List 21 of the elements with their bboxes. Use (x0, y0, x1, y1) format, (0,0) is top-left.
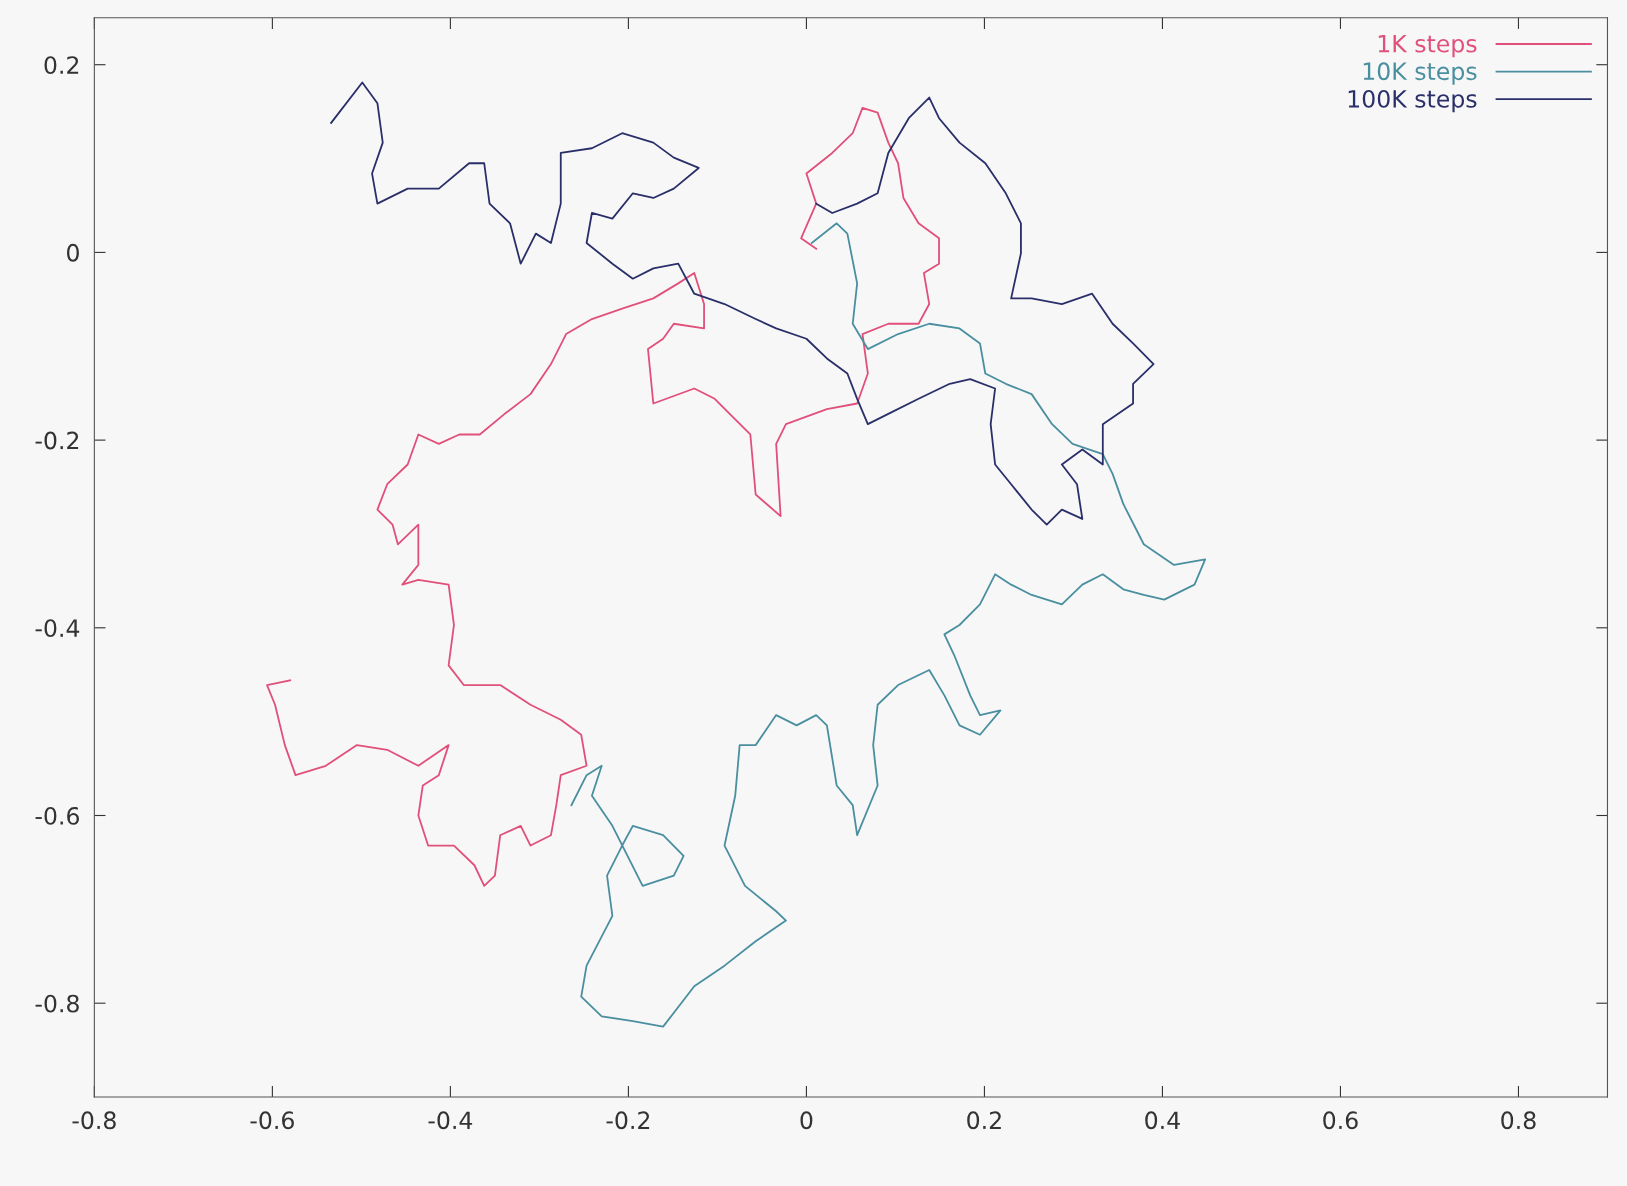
y-tick-label: -0.2 (35, 431, 79, 450)
x-tick-label: 0 (800, 1111, 813, 1130)
y-tick-label: -0.8 (35, 994, 79, 1013)
x-tick-label: 0.6 (1323, 1111, 1358, 1130)
line-series (570, 222, 1207, 1028)
x-tick-label: -0.2 (606, 1111, 650, 1130)
x-tick-label: 0.2 (967, 1111, 1001, 1130)
y-tick-label: -0.6 (35, 806, 79, 825)
line-series (330, 81, 1155, 526)
y-tick-label: -0.4 (35, 619, 80, 638)
x-tick-label: -0.4 (428, 1111, 473, 1130)
x-tick-label: -0.8 (72, 1111, 116, 1130)
legend-label: 1K steps (1378, 35, 1477, 58)
x-tick-label: 0.4 (1145, 1111, 1180, 1130)
legend-label: 10K steps (1363, 62, 1477, 85)
y-tick-label: 0 (67, 243, 79, 262)
legend-label: 100K steps (1348, 89, 1477, 113)
line-series (266, 106, 940, 887)
x-tick-label: -0.6 (250, 1111, 294, 1130)
x-tick-label: 0.8 (1501, 1111, 1536, 1130)
y-tick-label: 0.2 (44, 56, 79, 75)
